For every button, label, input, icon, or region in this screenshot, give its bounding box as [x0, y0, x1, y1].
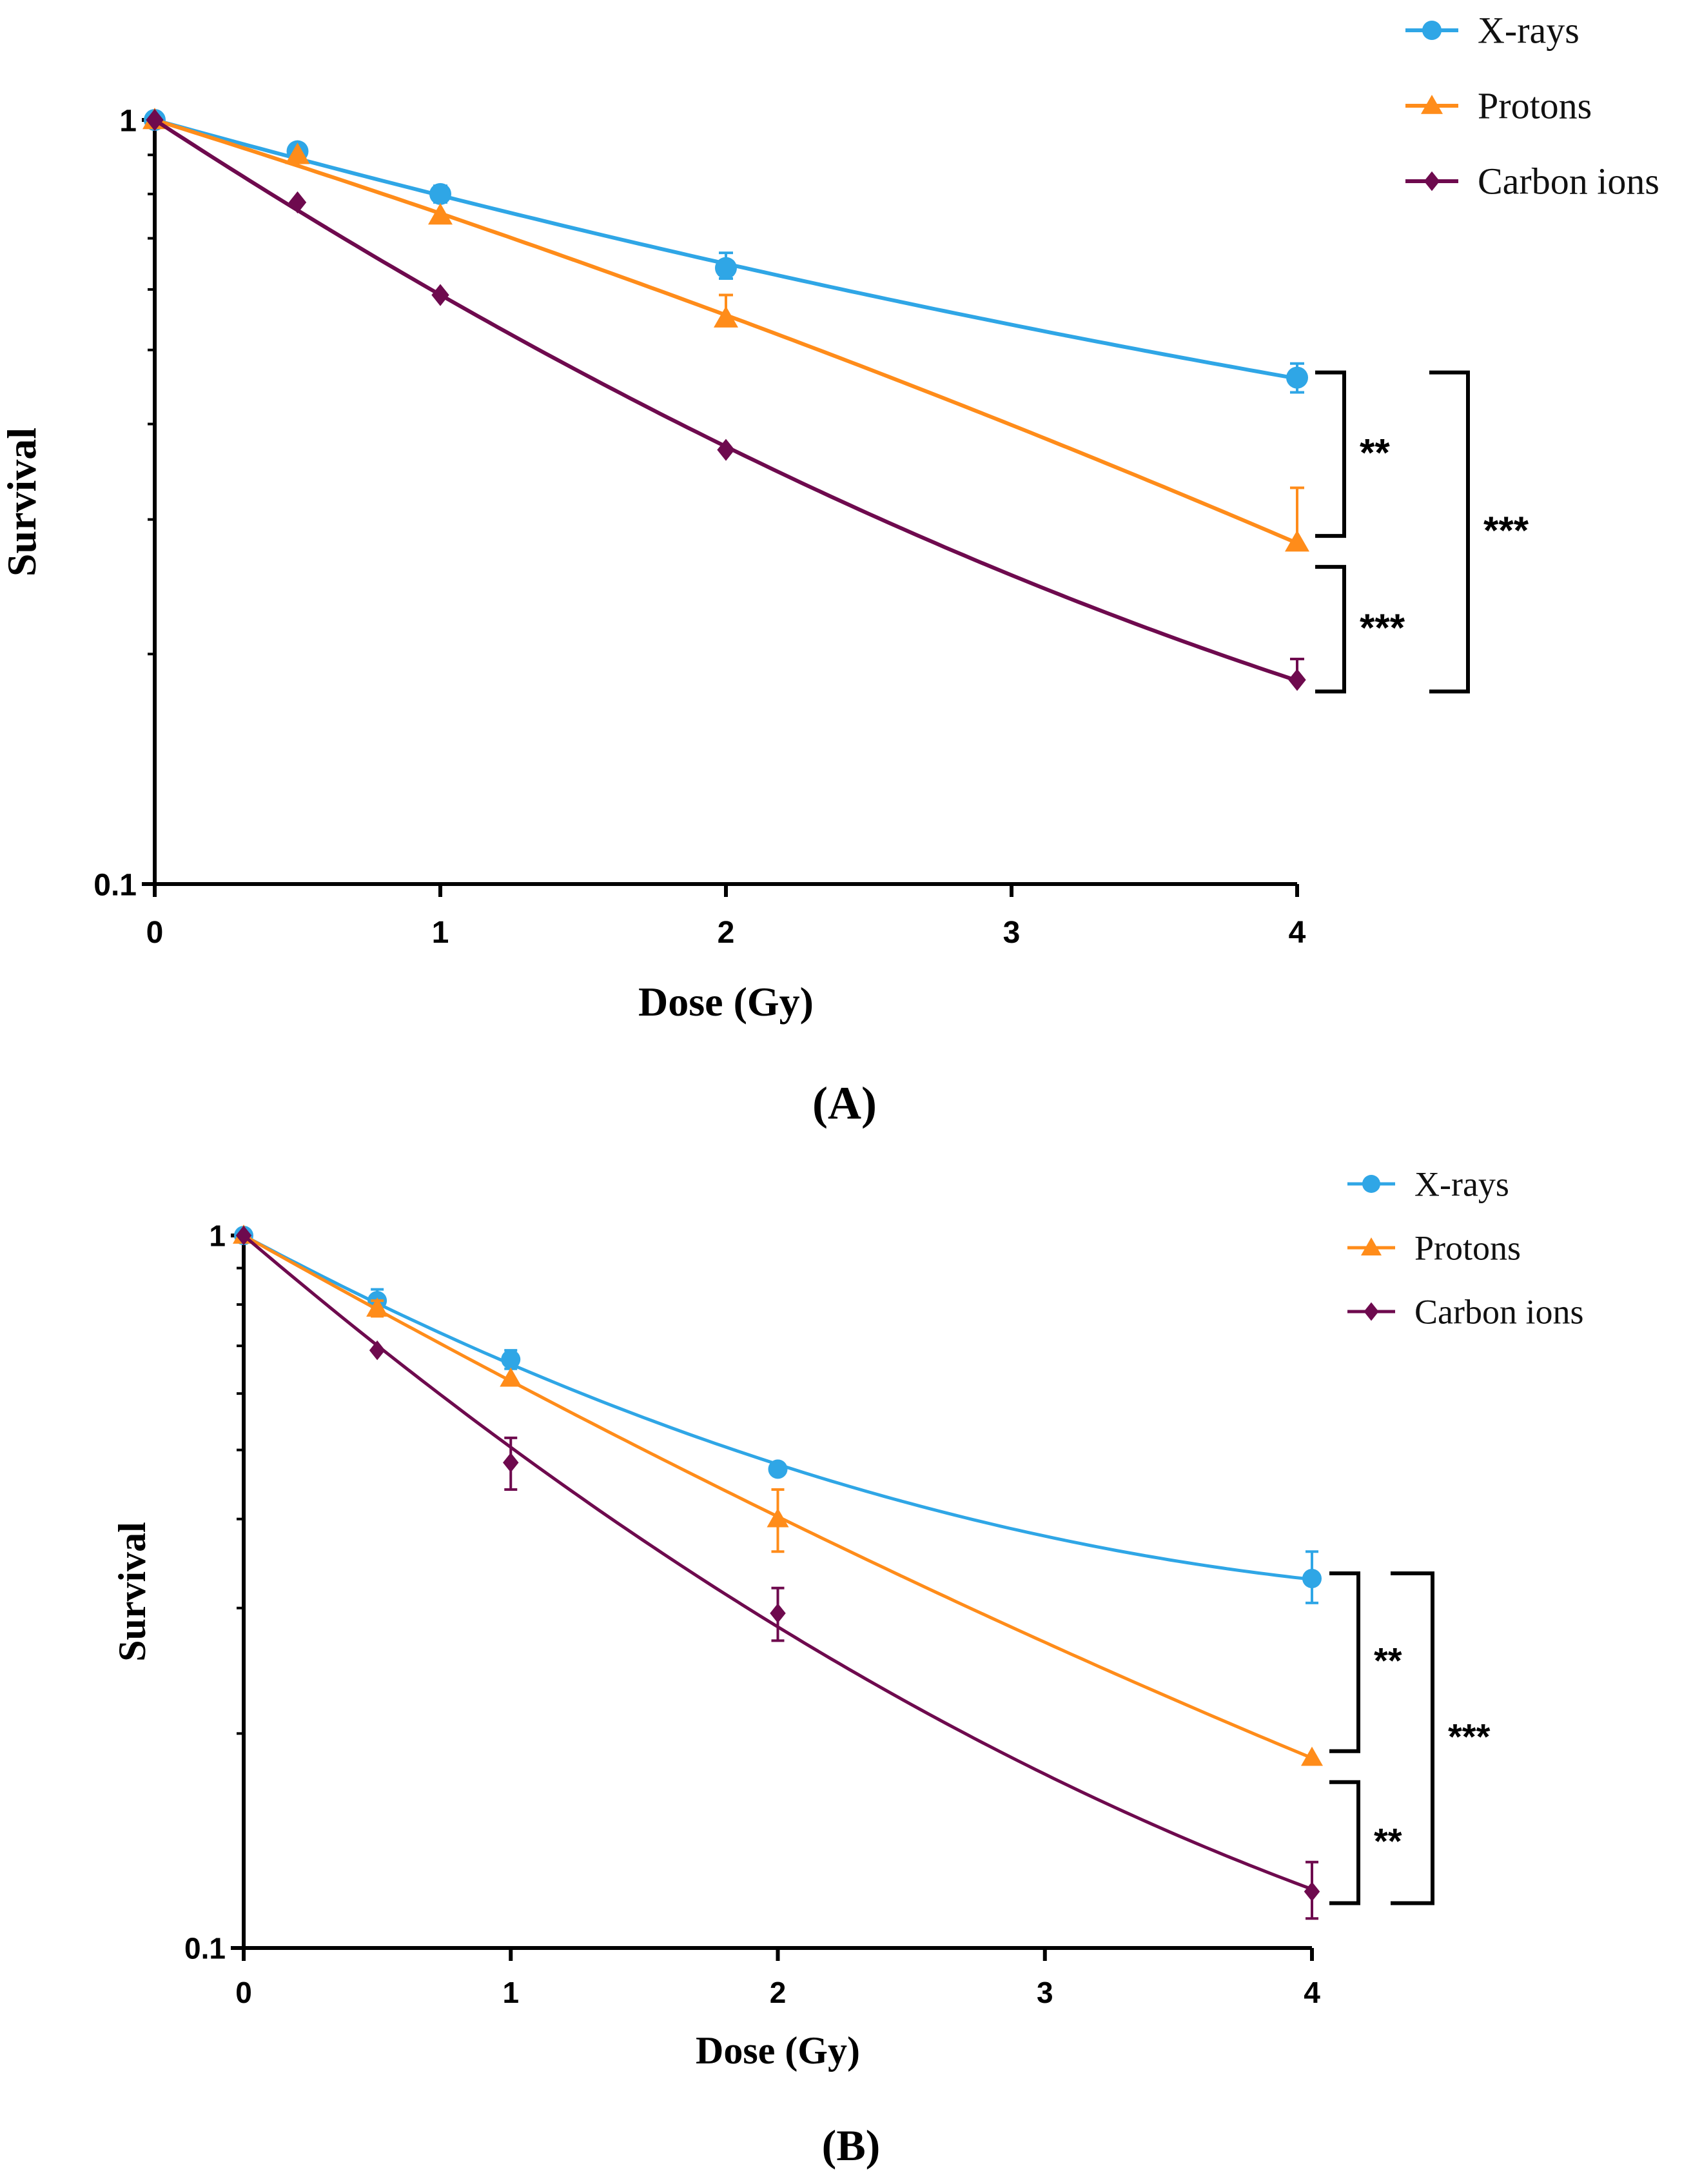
- x-tick-label: 1: [502, 1976, 519, 2009]
- x-axis-label: Dose (Gy): [696, 2029, 860, 2072]
- legend-item: Carbon ions: [1347, 1292, 1584, 1331]
- data-point: [288, 191, 307, 213]
- y-tick-label: 1: [209, 1219, 226, 1253]
- significance-brackets: *******: [1329, 1571, 1491, 1905]
- significance-label: **: [1374, 1640, 1402, 1681]
- significance-bracket: [1391, 1571, 1434, 1905]
- x-tick-label: 3: [1037, 1976, 1053, 2009]
- data-point: [714, 306, 738, 328]
- significance-bracket: [1429, 370, 1470, 694]
- y-axis-label: Survival: [111, 1522, 153, 1662]
- significance-bracket: [1329, 1571, 1360, 1753]
- series-protons: [233, 1225, 1323, 1766]
- legend-label: X-rays: [1478, 10, 1580, 52]
- chart-panel-b: 0 1 2 3 4 1 0.1 Dose (Gy) Survival X-rays Protons C…: [111, 1165, 1584, 2170]
- data-point: [1301, 1746, 1323, 1766]
- data-point: [767, 1508, 789, 1528]
- y-tick-label: 0.1: [93, 868, 137, 902]
- legend-label: X-rays: [1414, 1165, 1509, 1203]
- series-line: [154, 118, 1298, 546]
- significance-brackets: ********: [1315, 370, 1529, 694]
- series-carbon-ions: [235, 1225, 1320, 1920]
- legend-marker: [1361, 1237, 1382, 1255]
- x-tick-label: 0: [235, 1976, 252, 2009]
- y-axis-label: Survival: [0, 428, 44, 576]
- x-tick-label: 3: [1003, 916, 1021, 950]
- significance-label: **: [1360, 431, 1390, 474]
- data-point: [146, 108, 164, 132]
- significance-label: **: [1374, 1820, 1402, 1861]
- data-point: [1304, 1882, 1320, 1902]
- data-point: [1286, 366, 1308, 389]
- x-tick-label: 4: [1304, 1976, 1320, 2009]
- series-carbon-ions: [146, 108, 1306, 691]
- legend-label: Carbon ions: [1478, 161, 1659, 202]
- legend-label: Protons: [1414, 1228, 1521, 1267]
- data-point: [501, 1350, 521, 1370]
- significance-bracket: [1315, 370, 1346, 538]
- legend-item: X-rays: [1347, 1165, 1509, 1203]
- legend-marker: [1362, 1175, 1380, 1193]
- significance-label: ***: [1483, 509, 1529, 552]
- x-tick-label: 2: [770, 1976, 787, 2009]
- legend-item: Protons: [1347, 1228, 1521, 1267]
- legend-marker: [1423, 171, 1440, 192]
- x-tick-label: 2: [718, 916, 735, 950]
- legend: X-rays Protons Carbon ions: [1347, 1165, 1584, 1331]
- data-point: [717, 438, 735, 461]
- significance-bracket: [1329, 1780, 1360, 1905]
- y-tick-label: 1: [119, 104, 137, 138]
- x-axis-label: Dose (Gy): [638, 979, 814, 1025]
- data-point: [1285, 530, 1309, 552]
- legend-marker: [1364, 1302, 1379, 1321]
- legend-item: X-rays: [1405, 10, 1580, 52]
- legend-item: Protons: [1405, 85, 1592, 127]
- series-line: [153, 118, 1298, 683]
- legend-label: Carbon ions: [1414, 1292, 1584, 1331]
- data-point: [1302, 1569, 1322, 1589]
- chart-panel-a: 0 1 2 3 4 1 0.1 Dose (Gy) Survival X-rays Protons C…: [0, 10, 1659, 1129]
- significance-label: ***: [1360, 606, 1405, 649]
- data-point: [235, 1225, 252, 1246]
- legend-item: Carbon ions: [1405, 161, 1659, 202]
- x-tick-label: 1: [432, 916, 449, 950]
- x-tick-label: 0: [146, 916, 164, 950]
- panel-label: (A): [812, 1077, 877, 1129]
- significance-bracket: [1315, 565, 1346, 694]
- y-tick-label: 0.1: [184, 1932, 226, 1965]
- series-line: [242, 1234, 1313, 1891]
- data-point: [369, 1340, 386, 1361]
- data-point: [366, 1297, 389, 1317]
- series-protons: [142, 108, 1309, 552]
- legend-marker: [1421, 95, 1443, 114]
- data-point: [1288, 669, 1306, 691]
- data-point: [500, 1367, 522, 1387]
- data-point: [770, 1603, 786, 1624]
- data-point: [285, 143, 310, 164]
- data-point: [768, 1459, 788, 1479]
- legend-marker: [1422, 21, 1442, 40]
- series-x-rays: [144, 109, 1308, 394]
- legend-label: Protons: [1478, 85, 1592, 127]
- data-point: [503, 1452, 519, 1473]
- x-tick-label: 4: [1289, 916, 1306, 950]
- data-point: [715, 257, 737, 279]
- significance-label: ***: [1448, 1717, 1491, 1757]
- data-point: [431, 284, 449, 306]
- legend: X-rays Protons Carbon ions: [1405, 10, 1659, 202]
- series-line: [154, 118, 1298, 380]
- panel-label: (B): [822, 2121, 881, 2170]
- data-point: [428, 203, 453, 225]
- data-point: [429, 182, 451, 205]
